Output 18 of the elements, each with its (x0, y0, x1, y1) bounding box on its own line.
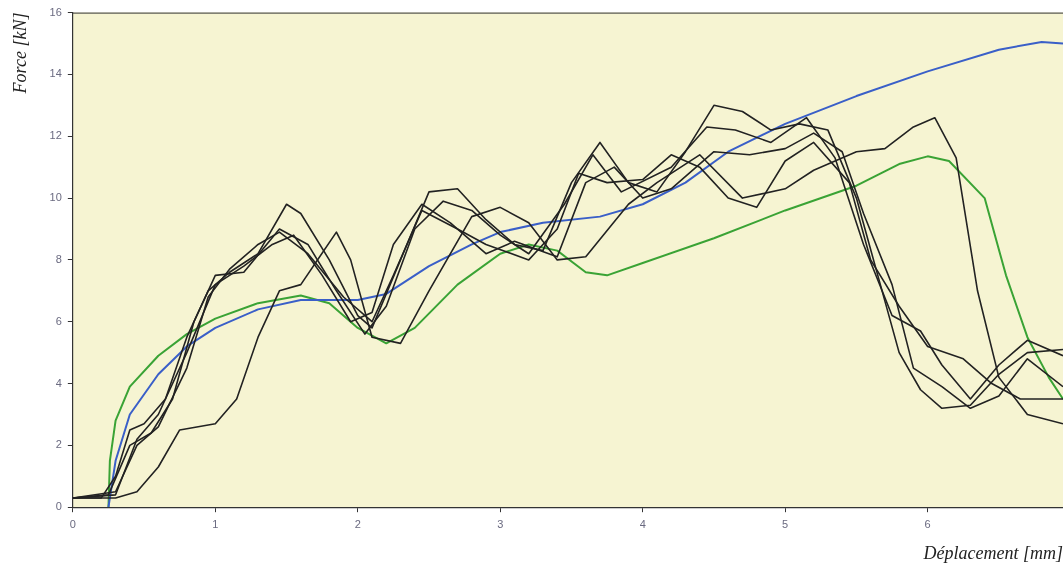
y-tick-label: 12 (49, 129, 62, 142)
y-axis-title: Force [kN] (9, 12, 30, 95)
y-tick-label: 16 (49, 5, 62, 18)
y-tick-label: 14 (49, 67, 62, 80)
x-tick-label: 0 (69, 517, 76, 530)
y-tick-label: 4 (55, 376, 62, 389)
y-tick-label: 8 (55, 252, 62, 265)
x-tick-label: 6 (924, 517, 931, 530)
y-tick-label: 2 (55, 438, 62, 451)
x-tick-label: 5 (782, 517, 789, 530)
x-tick-label: 4 (639, 517, 646, 530)
x-tick-label: 3 (497, 517, 504, 530)
x-axis-title: Déplacement [mm] (922, 542, 1063, 563)
y-tick-label: 10 (49, 191, 62, 204)
x-tick-label: 2 (354, 517, 361, 530)
y-tick-label: 6 (55, 314, 62, 327)
y-tick-label: 0 (55, 500, 62, 513)
x-tick-label: 1 (212, 517, 219, 530)
